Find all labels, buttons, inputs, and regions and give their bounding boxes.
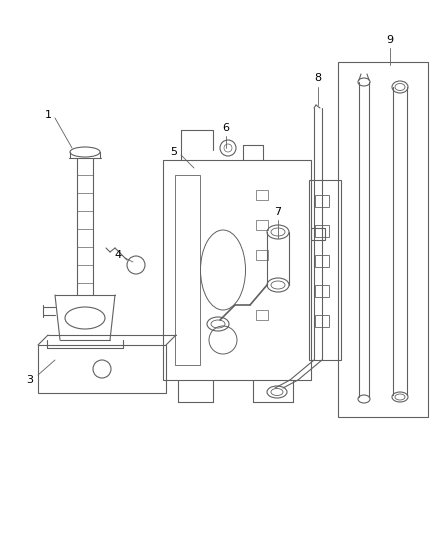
- Text: 5: 5: [170, 147, 177, 157]
- Bar: [38, 345, 166, 393]
- Bar: [309, 180, 341, 360]
- Bar: [315, 285, 329, 297]
- Bar: [256, 220, 268, 230]
- Bar: [256, 250, 268, 260]
- Bar: [338, 62, 428, 417]
- Bar: [315, 195, 329, 207]
- Text: 4: 4: [114, 250, 122, 260]
- Bar: [315, 315, 329, 327]
- Text: 8: 8: [314, 73, 321, 83]
- Bar: [315, 255, 329, 267]
- Bar: [256, 310, 268, 320]
- Bar: [175, 175, 200, 365]
- Bar: [311, 228, 325, 240]
- Bar: [163, 160, 311, 380]
- Bar: [315, 225, 329, 237]
- Bar: [256, 190, 268, 200]
- Text: 6: 6: [223, 123, 230, 133]
- Text: 1: 1: [45, 110, 52, 120]
- Text: 7: 7: [275, 207, 282, 217]
- Text: 9: 9: [386, 35, 394, 45]
- Text: 3: 3: [27, 375, 33, 385]
